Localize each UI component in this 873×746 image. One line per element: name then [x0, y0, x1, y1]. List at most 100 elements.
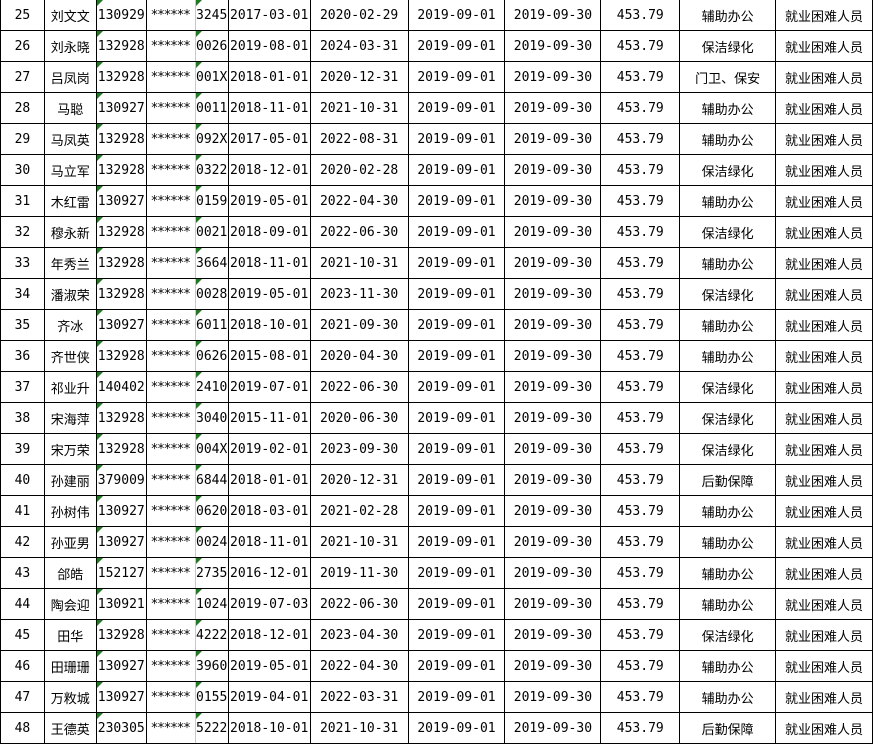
subsidy-amount-cell[interactable]: 453.79	[600, 371, 681, 403]
period-start-cell[interactable]: 2019-09-01	[407, 278, 506, 310]
id-suffix-cell[interactable]: 0620	[194, 495, 229, 527]
contract-end-cell[interactable]: 2022-08-31	[309, 123, 409, 155]
id-mask-cell[interactable]: ******	[145, 185, 196, 217]
subsidy-amount-cell[interactable]: 453.79	[600, 0, 681, 31]
period-start-cell[interactable]: 2019-09-01	[407, 340, 506, 372]
id-suffix-cell[interactable]: 0024	[194, 526, 229, 558]
subsidy-amount-cell[interactable]: 453.79	[600, 712, 681, 744]
contract-start-cell[interactable]: 2019-07-03	[227, 588, 311, 620]
contract-start-cell[interactable]: 2017-03-01	[227, 0, 311, 31]
contract-end-cell[interactable]: 2023-04-30	[309, 619, 409, 651]
contract-start-cell[interactable]: 2019-08-01	[227, 30, 311, 62]
id-mask-cell[interactable]: ******	[145, 588, 196, 620]
job-type-cell[interactable]: 辅助办公	[679, 309, 776, 341]
contract-start-cell[interactable]: 2018-03-01	[227, 495, 311, 527]
period-start-cell[interactable]: 2019-09-01	[407, 216, 506, 248]
row-index-cell[interactable]: 38	[0, 402, 45, 434]
id-prefix-cell[interactable]: 140402	[95, 371, 147, 403]
subsidy-amount-cell[interactable]: 453.79	[600, 30, 681, 62]
category-cell[interactable]: 就业困难人员	[775, 433, 873, 465]
period-start-cell[interactable]: 2019-09-01	[407, 681, 506, 713]
contract-end-cell[interactable]: 2023-11-30	[309, 278, 409, 310]
job-type-cell[interactable]: 辅助办公	[679, 650, 776, 682]
category-cell[interactable]: 就业困难人员	[775, 495, 873, 527]
id-prefix-cell[interactable]: 132928	[95, 402, 147, 434]
category-cell[interactable]: 就业困难人员	[775, 61, 873, 93]
category-cell[interactable]: 就业困难人员	[775, 278, 873, 310]
period-start-cell[interactable]: 2019-09-01	[407, 433, 506, 465]
name-cell[interactable]: 田华	[43, 619, 97, 651]
row-index-cell[interactable]: 46	[0, 650, 45, 682]
category-cell[interactable]: 就业困难人员	[775, 247, 873, 279]
id-prefix-cell[interactable]: 130927	[95, 185, 147, 217]
contract-end-cell[interactable]: 2021-02-28	[309, 495, 409, 527]
job-type-cell[interactable]: 门卫、保安	[679, 61, 776, 93]
id-mask-cell[interactable]: ******	[145, 712, 196, 744]
job-type-cell[interactable]: 保洁绿化	[679, 371, 776, 403]
row-index-cell[interactable]: 25	[0, 0, 45, 31]
contract-end-cell[interactable]: 2022-03-31	[309, 681, 409, 713]
contract-end-cell[interactable]: 2020-02-28	[309, 154, 409, 186]
job-type-cell[interactable]: 辅助办公	[679, 681, 776, 713]
id-suffix-cell[interactable]: 3960	[194, 650, 229, 682]
job-type-cell[interactable]: 辅助办公	[679, 495, 776, 527]
category-cell[interactable]: 就业困难人员	[775, 185, 873, 217]
id-prefix-cell[interactable]: 130927	[95, 650, 147, 682]
period-start-cell[interactable]: 2019-09-01	[407, 61, 506, 93]
category-cell[interactable]: 就业困难人员	[775, 619, 873, 651]
row-index-cell[interactable]: 47	[0, 681, 45, 713]
job-type-cell[interactable]: 保洁绿化	[679, 433, 776, 465]
period-start-cell[interactable]: 2019-09-01	[407, 712, 506, 744]
period-start-cell[interactable]: 2019-09-01	[407, 650, 506, 682]
period-end-cell[interactable]: 2019-09-30	[504, 650, 602, 682]
row-index-cell[interactable]: 43	[0, 557, 45, 589]
id-suffix-cell[interactable]: 0026	[194, 30, 229, 62]
contract-end-cell[interactable]: 2022-06-30	[309, 216, 409, 248]
contract-start-cell[interactable]: 2019-02-01	[227, 433, 311, 465]
name-cell[interactable]: 马聪	[43, 92, 97, 124]
subsidy-amount-cell[interactable]: 453.79	[600, 526, 681, 558]
name-cell[interactable]: 宋万荣	[43, 433, 97, 465]
period-start-cell[interactable]: 2019-09-01	[407, 0, 506, 31]
job-type-cell[interactable]: 保洁绿化	[679, 154, 776, 186]
name-cell[interactable]: 年秀兰	[43, 247, 97, 279]
id-prefix-cell[interactable]: 130929	[95, 0, 147, 31]
category-cell[interactable]: 就业困难人员	[775, 588, 873, 620]
category-cell[interactable]: 就业困难人员	[775, 216, 873, 248]
period-start-cell[interactable]: 2019-09-01	[407, 402, 506, 434]
id-suffix-cell[interactable]: 0028	[194, 278, 229, 310]
contract-end-cell[interactable]: 2022-06-30	[309, 371, 409, 403]
period-start-cell[interactable]: 2019-09-01	[407, 92, 506, 124]
contract-start-cell[interactable]: 2018-11-01	[227, 247, 311, 279]
name-cell[interactable]: 孙建丽	[43, 464, 97, 496]
id-suffix-cell[interactable]: 0322	[194, 154, 229, 186]
id-mask-cell[interactable]: ******	[145, 402, 196, 434]
name-cell[interactable]: 马凤英	[43, 123, 97, 155]
row-index-cell[interactable]: 30	[0, 154, 45, 186]
contract-end-cell[interactable]: 2023-09-30	[309, 433, 409, 465]
job-type-cell[interactable]: 保洁绿化	[679, 278, 776, 310]
row-index-cell[interactable]: 33	[0, 247, 45, 279]
period-end-cell[interactable]: 2019-09-30	[504, 526, 602, 558]
row-index-cell[interactable]: 31	[0, 185, 45, 217]
contract-end-cell[interactable]: 2020-12-31	[309, 61, 409, 93]
contract-end-cell[interactable]: 2022-04-30	[309, 650, 409, 682]
contract-start-cell[interactable]: 2018-11-01	[227, 526, 311, 558]
period-start-cell[interactable]: 2019-09-01	[407, 123, 506, 155]
subsidy-amount-cell[interactable]: 453.79	[600, 278, 681, 310]
period-end-cell[interactable]: 2019-09-30	[504, 495, 602, 527]
id-prefix-cell[interactable]: 132928	[95, 247, 147, 279]
category-cell[interactable]: 就业困难人员	[775, 557, 873, 589]
id-prefix-cell[interactable]: 130921	[95, 588, 147, 620]
job-type-cell[interactable]: 后勤保障	[679, 712, 776, 744]
name-cell[interactable]: 孙亚男	[43, 526, 97, 558]
subsidy-amount-cell[interactable]: 453.79	[600, 216, 681, 248]
id-mask-cell[interactable]: ******	[145, 216, 196, 248]
id-suffix-cell[interactable]: 5222	[194, 712, 229, 744]
category-cell[interactable]: 就业困难人员	[775, 340, 873, 372]
id-mask-cell[interactable]: ******	[145, 30, 196, 62]
category-cell[interactable]: 就业困难人员	[775, 681, 873, 713]
id-suffix-cell[interactable]: 092X	[194, 123, 229, 155]
job-type-cell[interactable]: 后勤保障	[679, 464, 776, 496]
period-start-cell[interactable]: 2019-09-01	[407, 247, 506, 279]
